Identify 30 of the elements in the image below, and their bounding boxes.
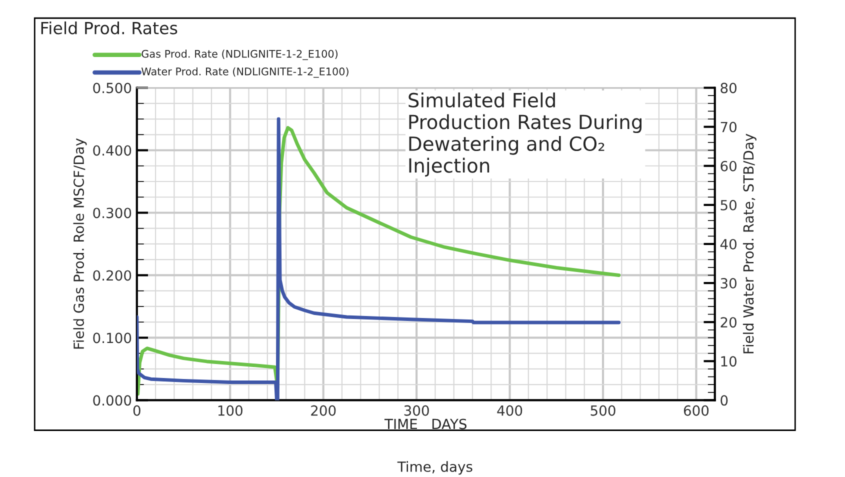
x-tick-label: 100 <box>218 405 242 416</box>
y2-axis-title: Field Water Prod. Rate, STB/Day <box>742 134 756 354</box>
y2-tick-label: 50 <box>720 200 736 210</box>
y-tick-label: 0.300 <box>93 208 132 218</box>
y2-tick-label: 10 <box>721 356 736 367</box>
y2-tick-label: 60 <box>720 160 736 172</box>
y2-tick-label: 0 <box>720 395 728 406</box>
y2-tick-label: 40 <box>720 238 736 250</box>
y-tick-label: 0.200 <box>93 270 132 281</box>
y2-tick-label: 30 <box>720 278 736 289</box>
chart-title: Field Prod. Rates <box>41 21 178 34</box>
x-tick-label: 400 <box>497 405 522 416</box>
y-tick-label: 0.400 <box>93 145 132 156</box>
y2-tick-label: 80 <box>720 82 736 94</box>
legend-label: Water Prod. Rate (NDLIGNITE-1-2_E100) <box>141 67 348 78</box>
y2-tick-label: 20 <box>720 317 736 328</box>
x-tick-label: 200 <box>311 405 336 416</box>
x-tick-label: 500 <box>590 405 616 416</box>
y-tick-label: 0.500 <box>93 82 132 94</box>
text: Time, days <box>397 461 472 475</box>
y-tick-label: 0.100 <box>93 332 132 344</box>
x-axis-title: TIME DAYS <box>384 418 466 430</box>
annotation: Simulated Field Production Rates During Dewatering and CO₂ Injection <box>408 92 642 177</box>
y-axis-title: Field Gas Prod. Role MSCF/Day <box>73 138 87 349</box>
legend-label: Gas Prod. Rate (NDLIGNITE-1-2_E100) <box>142 50 338 60</box>
x-tick-label: 300 <box>404 405 429 416</box>
y-tick-label: 0.000 <box>93 395 132 406</box>
x-tick-label: 0 <box>133 405 140 416</box>
x-tick-label: 600 <box>684 405 709 416</box>
y2-tick-label: 70 <box>720 122 736 132</box>
